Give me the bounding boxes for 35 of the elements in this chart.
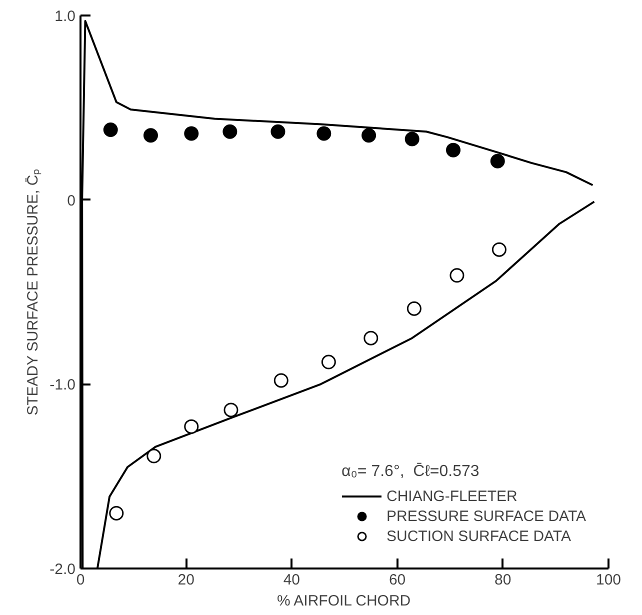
point <box>184 126 199 141</box>
point <box>184 419 199 434</box>
point <box>321 354 336 370</box>
legend-label: PRESSURE SURFACE DATA <box>386 507 586 525</box>
point <box>143 128 158 143</box>
x-tick-label: 20 <box>178 572 194 588</box>
point <box>146 448 162 464</box>
y-tick-label: 0 <box>67 192 76 210</box>
point <box>224 402 238 418</box>
point <box>270 124 286 139</box>
point <box>492 242 506 257</box>
point <box>103 122 118 138</box>
x-tick-label: 40 <box>283 572 300 588</box>
point <box>274 373 288 388</box>
y-tick-label: 1.0 <box>54 8 76 25</box>
point <box>404 132 420 146</box>
legend-label: SUCTION SURFACE DATA <box>386 527 571 545</box>
y-tick-label: -2.0 <box>50 561 76 578</box>
legend-label: CHIANG-FLEETER <box>386 487 518 505</box>
legend-title: α₀= 7.6°, C̄ℓ=0.573 <box>342 463 480 481</box>
point <box>490 154 505 168</box>
point <box>364 330 378 346</box>
y-tick-label: -1.0 <box>50 376 76 394</box>
point <box>450 268 464 283</box>
x-tick-label: 60 <box>388 572 406 588</box>
x-axis-title: % AIRFOIL CHORD <box>276 592 411 610</box>
y-axis-title: STEADY SURFACE PRESSURE, C̄ₚ <box>24 168 42 416</box>
point <box>109 506 124 520</box>
x-tick-label: 80 <box>494 572 512 588</box>
point <box>222 124 238 139</box>
point <box>362 128 376 143</box>
point <box>316 126 332 141</box>
x-tick-label: 100 <box>596 572 622 588</box>
point <box>406 301 422 316</box>
point <box>446 142 461 158</box>
